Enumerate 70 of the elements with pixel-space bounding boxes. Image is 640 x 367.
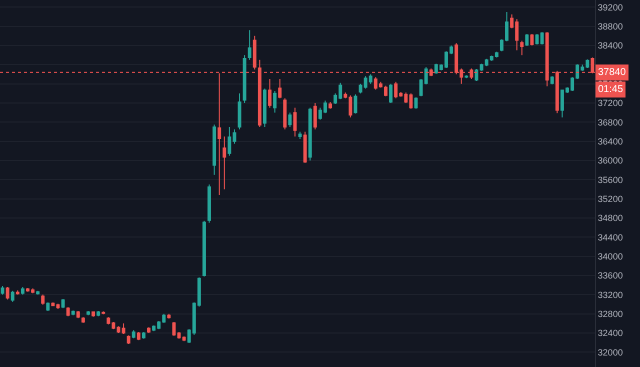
candlestick xyxy=(212,124,216,176)
candlestick xyxy=(298,131,302,140)
text: 01:45 xyxy=(598,84,624,95)
y-tick-label: 39200 xyxy=(598,2,623,12)
y-tick-label: 36400 xyxy=(598,136,623,146)
y-tick-label: 32000 xyxy=(598,347,623,358)
candlestick xyxy=(182,336,186,342)
candlestick xyxy=(252,35,256,70)
candlestick xyxy=(71,310,75,316)
candlestick xyxy=(96,310,100,317)
y-tick-label: 35600 xyxy=(598,174,623,185)
candlestick xyxy=(147,326,150,334)
candlestick xyxy=(208,184,211,224)
candlestick xyxy=(273,90,277,114)
candlestick xyxy=(10,290,14,302)
candlestick xyxy=(313,102,317,130)
y-tick-label: 37200 xyxy=(598,98,623,108)
candlestick xyxy=(278,78,282,99)
candlestick xyxy=(242,54,246,104)
candlestick xyxy=(530,34,534,46)
candlestick xyxy=(520,40,524,56)
candlestick xyxy=(248,30,252,60)
candlestick xyxy=(172,321,176,336)
candlestick xyxy=(218,72,222,196)
candlestick xyxy=(136,332,140,341)
candlestick xyxy=(525,34,529,46)
candlestick xyxy=(81,316,85,324)
candlestick xyxy=(268,78,272,108)
candlestick xyxy=(389,83,393,104)
y-tick-label: 35200 xyxy=(598,194,623,204)
candlestick xyxy=(76,310,80,319)
candlestick xyxy=(293,107,297,138)
candlestick xyxy=(86,310,90,316)
candlestick xyxy=(283,98,287,130)
candlestick xyxy=(61,298,65,309)
candlestick xyxy=(202,220,206,277)
candlestick xyxy=(20,286,24,296)
candlestick xyxy=(550,76,554,85)
candlestick xyxy=(308,107,312,161)
y-tick-label: 32800 xyxy=(598,308,623,319)
candlestick xyxy=(6,286,10,300)
candlestick xyxy=(303,131,307,164)
candlestick xyxy=(132,330,136,339)
candlestick xyxy=(288,112,292,128)
candlestick xyxy=(262,88,266,128)
y-tick-label: 36800 xyxy=(598,117,623,128)
y-tick-label: 34400 xyxy=(598,232,623,242)
y-tick-label: 32400 xyxy=(598,328,623,338)
candlestick xyxy=(167,313,171,320)
candlestick xyxy=(126,334,130,344)
candlestick xyxy=(464,74,468,79)
y-tick-label: 34800 xyxy=(598,213,623,224)
y-tick-label: 33200 xyxy=(598,290,623,300)
y-tick-label: 36000 xyxy=(598,156,623,166)
candlestick xyxy=(102,310,106,315)
candlestick xyxy=(328,102,332,110)
y-tick-label: 38800 xyxy=(598,22,623,32)
ref-line-label: 37840 xyxy=(598,67,626,78)
candlestick xyxy=(92,310,96,318)
candlestick xyxy=(222,136,226,190)
candlestick xyxy=(46,302,50,312)
candlestick xyxy=(142,332,146,340)
candlestick xyxy=(66,306,70,317)
candlestick xyxy=(0,286,4,296)
y-tick-label: 38400 xyxy=(598,40,623,51)
y-tick-label: 33600 xyxy=(598,270,623,281)
y-tick-label: 34000 xyxy=(598,251,623,262)
candlestick xyxy=(122,322,126,334)
candlestick xyxy=(238,92,242,130)
candlestick xyxy=(41,294,45,306)
